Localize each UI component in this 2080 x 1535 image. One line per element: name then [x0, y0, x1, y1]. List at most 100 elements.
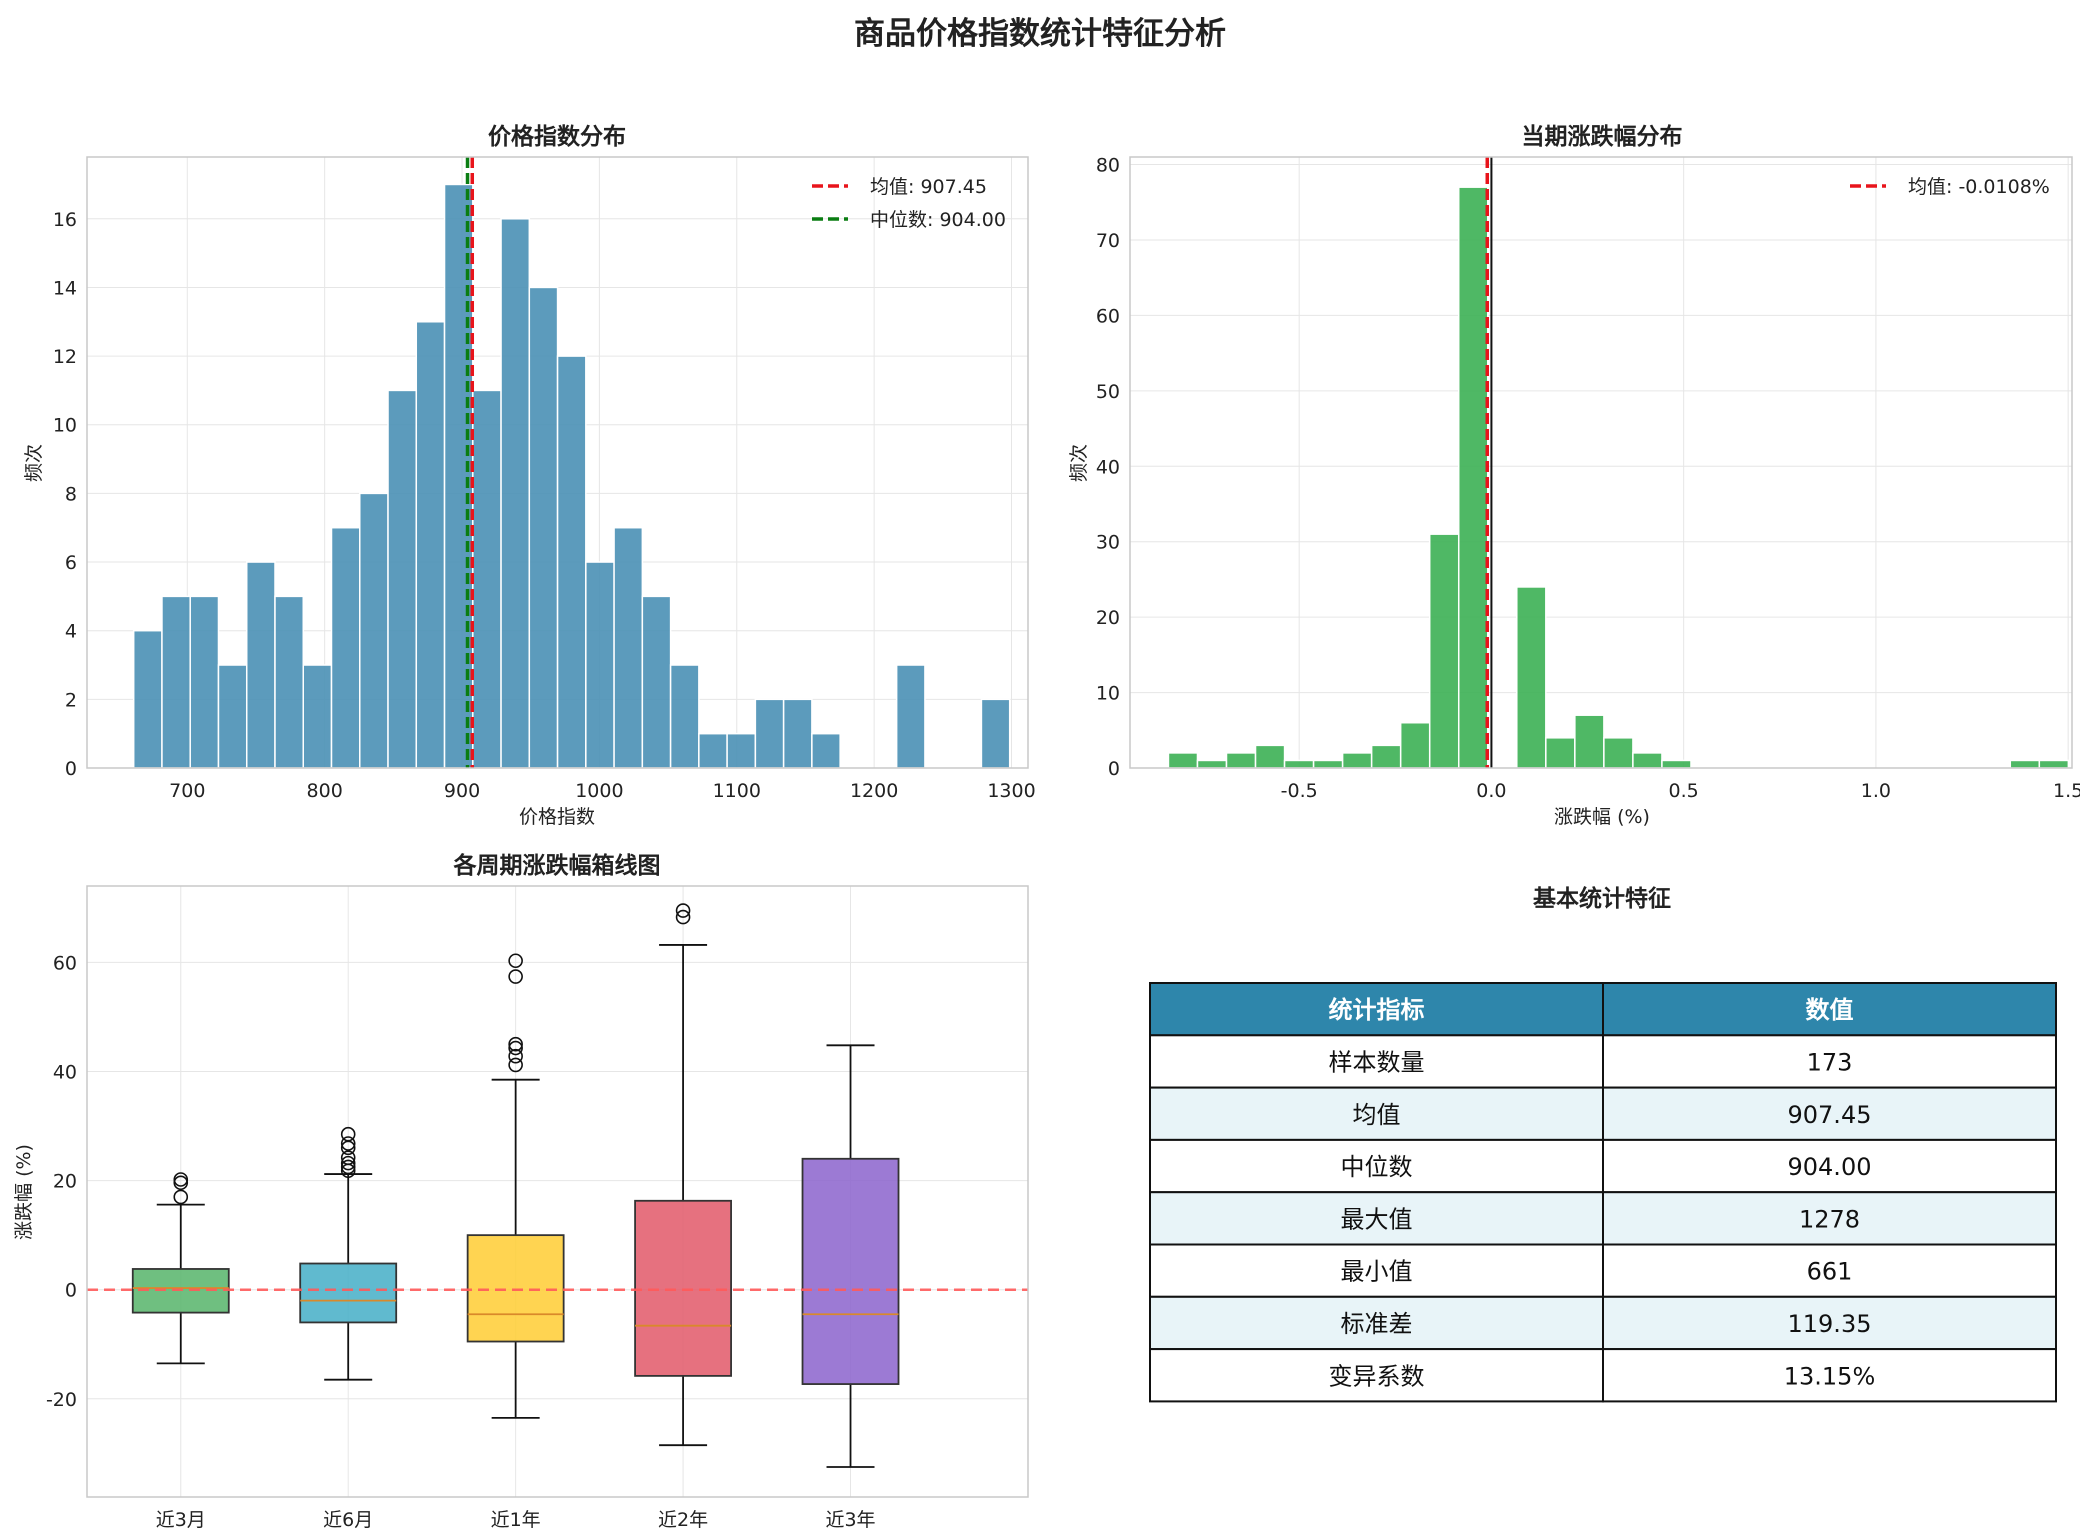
- boxplot-outlier: [508, 1040, 523, 1056]
- histogram-bar: [359, 492, 389, 769]
- histogram-xlabel: 价格指数: [519, 806, 595, 828]
- histogram-bar: [387, 389, 418, 769]
- boxplot-outlier: [508, 1057, 523, 1073]
- change-histogram-bar: [1283, 759, 1315, 769]
- histogram-ytick-label: 2: [65, 689, 77, 711]
- histogram-ytick-label: 0: [65, 758, 77, 780]
- table-cell: [1602, 1138, 2057, 1194]
- change-xtick-label: 0.0: [1476, 780, 1506, 802]
- table-cell: [1149, 1138, 1604, 1194]
- boxplot-outlier: [173, 1172, 189, 1187]
- histogram-ytick-label: 4: [65, 621, 77, 643]
- boxplot-ylabel: 涨跌幅 (%): [13, 1144, 35, 1240]
- table-cell: [1602, 1348, 2057, 1403]
- table-header-cell: 数值: [1806, 996, 1854, 1024]
- histogram-bar: [132, 629, 163, 769]
- change-histogram-bar: [1225, 752, 1257, 769]
- table-cell-text: 907.45: [1788, 1101, 1872, 1129]
- boxplot-ytick-label: 0: [65, 1280, 77, 1302]
- change-ytick-label: 50: [1096, 381, 1120, 403]
- histogram-legend-label: 中位数: 904.00: [870, 209, 1006, 231]
- histogram-ytick-label: 10: [53, 415, 77, 437]
- change-legend-label: 均值: -0.0108%: [1908, 176, 2050, 198]
- table-cell-text: 119.35: [1788, 1310, 1872, 1338]
- histogram-xtick-label: 1100: [713, 780, 761, 802]
- change-histogram-bar: [1457, 186, 1489, 769]
- period-boxplot: 各周期涨跌幅箱线图 涨跌幅 (%) -20 0 20 40 60 近3月 近6月 近1年 近2年…: [13, 852, 1029, 1531]
- boxplot-outlier: [340, 1136, 356, 1151]
- change-xtick-label: 0.5: [1669, 780, 1699, 802]
- boxplot-xtick-label: 近1年: [491, 1509, 541, 1531]
- boxplot-ytick-label: 40: [53, 1061, 77, 1083]
- boxplot-outlier: [173, 1189, 189, 1205]
- histogram-bar: [161, 595, 191, 769]
- table-cell-text: 中位数: [1341, 1153, 1413, 1181]
- histogram-bar: [811, 732, 841, 769]
- change-histogram-bar: [1341, 752, 1373, 769]
- change-ytick-label: 40: [1096, 456, 1120, 478]
- table-cell: [1149, 1034, 1604, 1089]
- table-cell-text: 最小值: [1341, 1258, 1413, 1286]
- histogram-bar: [472, 389, 502, 769]
- boxplot-outlier: [508, 953, 523, 969]
- change-ytick-label: 30: [1096, 532, 1120, 554]
- histogram-bar: [217, 664, 248, 769]
- histogram-bar: [415, 321, 446, 769]
- change-histogram-bar: [1603, 737, 1634, 769]
- change-histogram-bar: [2009, 759, 2041, 769]
- histogram-bar: [556, 355, 587, 769]
- histogram-bar: [330, 526, 361, 769]
- table-cell: [1149, 1191, 1604, 1246]
- boxplot-box: [634, 1199, 732, 1377]
- change-ytick-label: 10: [1096, 683, 1120, 705]
- table-cell-text: 904.00: [1788, 1153, 1872, 1181]
- table-title: 基本统计特征: [1533, 885, 1671, 912]
- table-cell-text: 变异系数: [1329, 1362, 1425, 1390]
- boxplot-outlier: [508, 1036, 523, 1052]
- change-histogram-bar: [1196, 759, 1228, 769]
- boxplot-box: [801, 1157, 900, 1385]
- price-index-histogram: 价格指数分布 价格指数 频次 700 800 900 1000 1100 1200 1300…: [23, 123, 1036, 828]
- change-xtick-label: 1.0: [1861, 780, 1891, 802]
- table-cell: [1149, 1295, 1604, 1351]
- table-cell: [1602, 1034, 2057, 1089]
- change-histogram-bar: [1370, 744, 1402, 769]
- histogram-bar: [754, 698, 785, 769]
- histogram-xtick-label: 1000: [575, 780, 623, 802]
- change-histogram-bar: [2038, 759, 2070, 769]
- page-title: 商品价格指数统计特征分析: [854, 16, 1226, 52]
- change-histogram-bar: [1167, 752, 1199, 769]
- boxplot-box: [466, 1234, 565, 1343]
- histogram-legend-label: 均值: 907.45: [870, 176, 987, 198]
- change-ytick-label: 20: [1096, 607, 1120, 629]
- boxplot-outlier: [675, 903, 691, 918]
- table-header-cell: 统计指标: [1329, 996, 1425, 1024]
- change-histogram-bar: [1545, 737, 1576, 769]
- histogram-frame: [86, 156, 1029, 769]
- change-xtick-label: -0.5: [1281, 780, 1318, 802]
- change-histogram-bar: [1574, 714, 1605, 769]
- change-histogram-bar: [1399, 721, 1431, 769]
- histogram-bar: [245, 561, 276, 769]
- table-cell: [1602, 1243, 2057, 1298]
- change-ytick-label: 70: [1096, 230, 1120, 252]
- histogram-bar: [528, 286, 559, 769]
- change-histogram-ylabel: 频次: [1068, 444, 1090, 482]
- boxplot-xtick-label: 近2年: [658, 1509, 708, 1531]
- histogram-bar: [782, 698, 813, 769]
- table-cell: [1149, 1086, 1604, 1141]
- histogram-title: 价格指数分布: [488, 123, 626, 150]
- histogram-ytick-label: 14: [53, 277, 77, 299]
- table-cell-text: 13.15%: [1784, 1362, 1876, 1390]
- table-cell: [1602, 1295, 2057, 1351]
- change-histogram: 当期涨跌幅分布 涨跌幅 (%) 频次 -0.5 0.0 0.5 1.0 1.5 0 10 20…: [1068, 123, 2080, 828]
- histogram-bar: [189, 595, 220, 769]
- histogram-bar: [669, 664, 700, 769]
- table-cell-text: 最大值: [1341, 1205, 1413, 1233]
- histogram-bar: [302, 664, 333, 769]
- histogram-xtick-label: 1300: [987, 780, 1035, 802]
- boxplot-title: 各周期涨跌幅箱线图: [453, 852, 661, 879]
- boxplot-xtick-label: 近6月: [323, 1509, 373, 1531]
